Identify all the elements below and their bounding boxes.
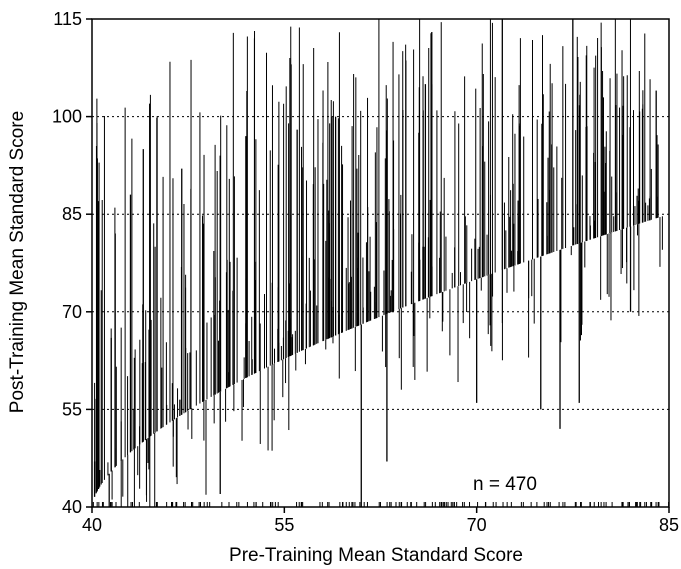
- x-tick-label: 40: [82, 515, 102, 535]
- y-tick-label: 40: [62, 497, 82, 517]
- x-tick-label: 55: [274, 515, 294, 535]
- y-axis-ticks: 40 55 70 85 100 115: [52, 9, 92, 517]
- y-tick-label: 70: [62, 302, 82, 322]
- y-axis-title: Post-Training Mean Standard Score: [7, 111, 28, 413]
- x-axis-title: Pre-Training Mean Standard Score: [229, 545, 523, 566]
- change-lines: [95, 19, 663, 507]
- grid-lines: [92, 117, 669, 410]
- x-tick-label: 85: [659, 515, 679, 535]
- y-tick-label: 115: [53, 9, 82, 29]
- sample-size-annotation: n = 470: [473, 474, 537, 495]
- plot-frame: [92, 19, 669, 507]
- x-axis-ticks: 40 55 70 85: [82, 507, 679, 535]
- x-tick-label: 70: [467, 515, 487, 535]
- y-tick-label: 100: [52, 107, 82, 127]
- y-tick-label: 55: [62, 399, 82, 419]
- y-tick-label: 85: [62, 204, 82, 224]
